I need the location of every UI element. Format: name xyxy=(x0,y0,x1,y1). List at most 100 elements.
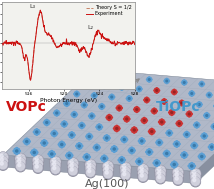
Ellipse shape xyxy=(162,99,163,100)
Circle shape xyxy=(68,166,78,176)
Ellipse shape xyxy=(168,82,169,83)
Ellipse shape xyxy=(149,133,151,134)
Circle shape xyxy=(70,160,73,163)
Ellipse shape xyxy=(140,87,141,88)
Ellipse shape xyxy=(212,124,213,125)
Ellipse shape xyxy=(181,154,183,156)
Text: L₃: L₃ xyxy=(29,4,35,9)
Ellipse shape xyxy=(18,152,19,153)
Ellipse shape xyxy=(164,151,166,152)
Ellipse shape xyxy=(113,146,115,147)
Circle shape xyxy=(138,164,149,175)
Circle shape xyxy=(203,135,205,137)
Ellipse shape xyxy=(68,103,70,104)
Ellipse shape xyxy=(84,158,86,160)
Ellipse shape xyxy=(160,140,162,141)
Ellipse shape xyxy=(82,106,83,107)
Ellipse shape xyxy=(58,112,60,114)
Ellipse shape xyxy=(117,106,118,107)
Circle shape xyxy=(15,157,26,168)
Ellipse shape xyxy=(123,88,124,89)
Circle shape xyxy=(158,142,160,143)
Circle shape xyxy=(118,107,120,109)
Circle shape xyxy=(35,161,38,164)
Ellipse shape xyxy=(155,91,156,92)
Ellipse shape xyxy=(191,168,193,170)
Ellipse shape xyxy=(142,118,143,119)
Ellipse shape xyxy=(196,122,198,123)
Circle shape xyxy=(53,132,55,135)
Ellipse shape xyxy=(96,144,98,146)
Ellipse shape xyxy=(211,126,213,127)
Ellipse shape xyxy=(139,139,141,140)
Ellipse shape xyxy=(66,101,68,102)
Circle shape xyxy=(176,143,178,145)
Circle shape xyxy=(172,167,183,178)
Ellipse shape xyxy=(123,158,124,159)
Ellipse shape xyxy=(148,101,149,102)
Ellipse shape xyxy=(18,150,20,152)
Circle shape xyxy=(149,79,150,80)
Ellipse shape xyxy=(146,79,148,80)
Ellipse shape xyxy=(203,154,204,155)
Ellipse shape xyxy=(69,133,71,134)
Ellipse shape xyxy=(76,145,78,147)
Ellipse shape xyxy=(174,142,176,143)
Ellipse shape xyxy=(114,130,116,131)
Circle shape xyxy=(85,159,96,170)
Ellipse shape xyxy=(119,87,120,88)
Ellipse shape xyxy=(183,134,185,135)
Ellipse shape xyxy=(98,76,99,77)
Circle shape xyxy=(85,164,96,174)
Ellipse shape xyxy=(110,115,111,116)
Ellipse shape xyxy=(156,142,158,143)
Ellipse shape xyxy=(138,107,139,108)
Ellipse shape xyxy=(176,141,178,142)
Ellipse shape xyxy=(33,154,35,156)
Circle shape xyxy=(211,146,213,148)
Ellipse shape xyxy=(108,136,109,137)
Ellipse shape xyxy=(55,131,57,132)
Ellipse shape xyxy=(195,143,197,144)
Ellipse shape xyxy=(32,150,33,151)
Ellipse shape xyxy=(100,125,102,126)
Ellipse shape xyxy=(198,124,200,126)
Ellipse shape xyxy=(128,120,129,121)
Ellipse shape xyxy=(113,74,115,75)
Ellipse shape xyxy=(106,135,108,136)
Ellipse shape xyxy=(181,100,183,101)
Ellipse shape xyxy=(118,159,120,161)
Ellipse shape xyxy=(107,115,108,116)
Ellipse shape xyxy=(93,117,94,118)
Circle shape xyxy=(53,167,56,170)
Ellipse shape xyxy=(166,78,168,80)
Circle shape xyxy=(121,87,123,88)
Ellipse shape xyxy=(77,144,78,145)
Ellipse shape xyxy=(55,135,57,136)
Circle shape xyxy=(86,168,95,178)
Ellipse shape xyxy=(145,122,147,123)
Ellipse shape xyxy=(91,113,93,114)
Ellipse shape xyxy=(33,149,35,151)
Ellipse shape xyxy=(200,85,201,86)
Ellipse shape xyxy=(203,158,204,159)
Ellipse shape xyxy=(178,145,179,146)
Ellipse shape xyxy=(167,134,168,135)
Ellipse shape xyxy=(193,93,195,94)
Circle shape xyxy=(43,142,45,144)
Ellipse shape xyxy=(86,104,87,106)
Ellipse shape xyxy=(164,155,166,156)
Ellipse shape xyxy=(108,119,110,121)
Circle shape xyxy=(85,160,96,171)
Circle shape xyxy=(193,175,196,178)
Ellipse shape xyxy=(201,153,203,155)
Text: VOPc: VOPc xyxy=(6,100,47,114)
Circle shape xyxy=(173,171,183,181)
Ellipse shape xyxy=(159,121,160,123)
Ellipse shape xyxy=(81,127,83,129)
Ellipse shape xyxy=(97,125,98,126)
Ellipse shape xyxy=(203,85,204,86)
Circle shape xyxy=(166,80,168,82)
Ellipse shape xyxy=(202,137,203,138)
Ellipse shape xyxy=(103,106,105,107)
